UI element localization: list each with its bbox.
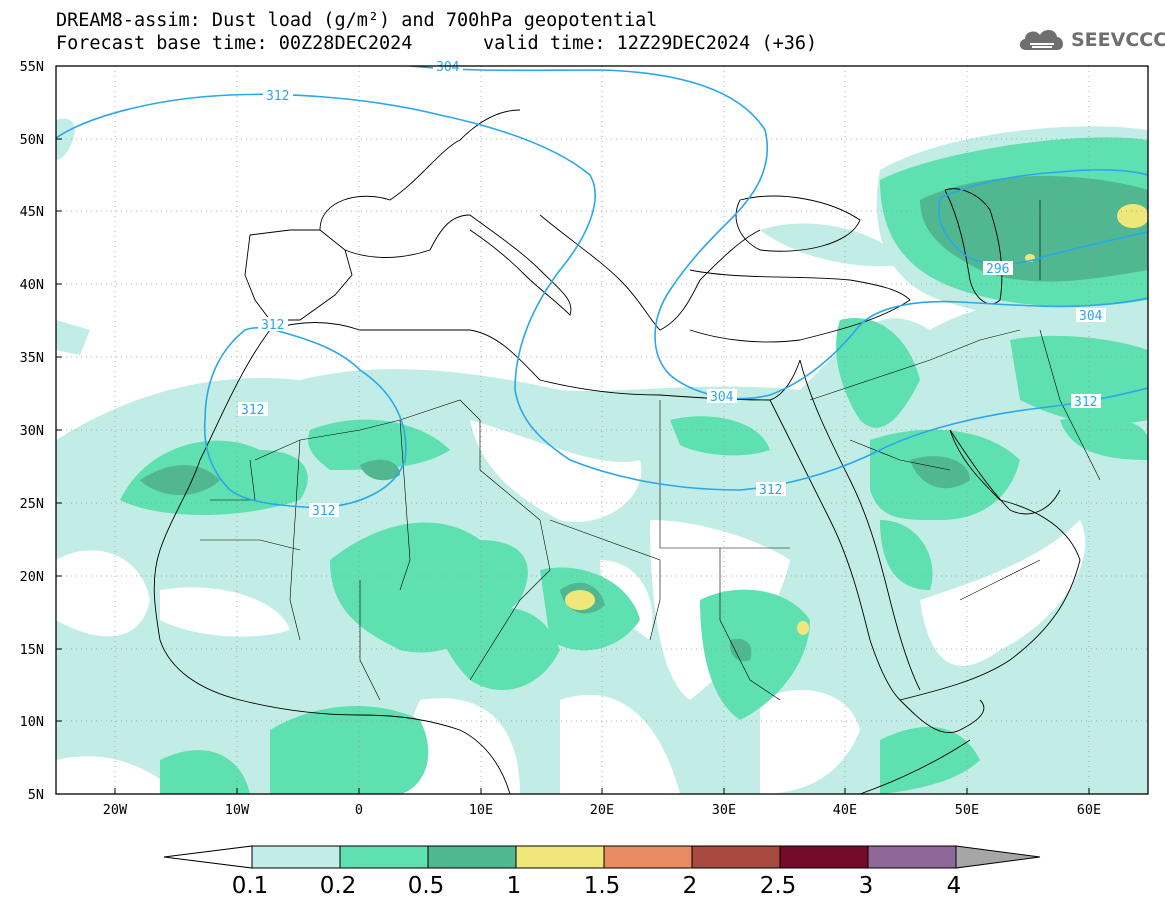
contour-label: 304 [710, 390, 734, 405]
valid-time: valid time: 12Z29DEC2024 (+36) [483, 33, 818, 54]
lat-label: 40N [20, 277, 44, 293]
lat-label: 15N [20, 642, 44, 658]
colorbar-bin [603, 845, 693, 869]
contour-label: 312 [261, 318, 284, 333]
lat-label: 45N [20, 204, 44, 220]
colorbar-label: 2.5 [760, 873, 797, 899]
lon-label: 10W [225, 802, 250, 818]
colorbar-bin [427, 845, 517, 869]
colorbar-label: 3 [859, 873, 874, 899]
colorbar: 0.1 0.2 0.5 1 1.5 2 2.5 3 4 [163, 845, 1041, 899]
gridlines [56, 66, 1148, 794]
colorbar-bin [515, 845, 605, 869]
lon-label: 30E [712, 802, 736, 818]
longitude-labels: 20W 10W 0 10E 20E 30E 40E 50E 60E [103, 802, 1101, 818]
lat-label: 20N [20, 569, 44, 585]
contour-label: 312 [1074, 395, 1097, 410]
lon-label: 0 [355, 802, 363, 818]
colorbar-label: 0.2 [320, 873, 357, 899]
lon-label: 60E [1077, 802, 1101, 818]
colorbar-label: 1 [507, 873, 522, 899]
contour-label: 312 [266, 89, 289, 104]
lon-label: 20E [590, 802, 614, 818]
lat-label: 10N [20, 714, 44, 730]
lon-label: 50E [955, 802, 979, 818]
colorbar-label: 0.5 [408, 873, 445, 899]
forecast-base-time: Forecast base time: 00Z28DEC2024 [56, 33, 413, 54]
contour-labels: 312 304 312 312 312 304 304 312 296 312 [238, 60, 1106, 519]
lon-label: 10E [469, 802, 493, 818]
contour-label: 312 [312, 504, 335, 519]
colorbar-bin [867, 845, 957, 869]
colorbar-bin [779, 845, 869, 869]
colorbar-bin [339, 845, 429, 869]
dust-layer-peak [565, 204, 1148, 635]
logo-text: SEEVCCC [1071, 29, 1165, 51]
country-borders [200, 200, 1101, 701]
contour-label: 312 [241, 403, 264, 418]
lat-label: 5N [28, 787, 44, 803]
lat-label: 55N [20, 59, 44, 75]
axis-ticks [56, 65, 1090, 794]
colorbar-labels: 0.1 0.2 0.5 1 1.5 2 2.5 3 4 [232, 873, 962, 899]
cloud-icon [1019, 29, 1064, 50]
lat-label: 30N [20, 423, 44, 439]
map-title: DREAM8-assim: Dust load (g/m²) and 700hP… [56, 10, 658, 31]
colorbar-label: 4 [947, 873, 962, 899]
contour-label: 312 [759, 483, 782, 498]
dust-field [56, 118, 1148, 794]
geopotential-contours [56, 66, 1148, 509]
contour-label: 296 [986, 262, 1009, 277]
seevccc-logo: SEEVCCC [1016, 24, 1165, 60]
colorbar-label: 0.1 [232, 873, 269, 899]
colorbar-bin [251, 845, 341, 869]
latitude-labels: 55N 50N 45N 40N 35N 30N 25N 20N 15N 10N … [20, 59, 44, 803]
contour-label: 304 [436, 60, 460, 75]
colorbar-min-arrow [163, 845, 253, 869]
lon-label: 40E [833, 802, 857, 818]
lat-label: 35N [20, 350, 44, 366]
colorbar-max-arrow [955, 845, 1041, 869]
lat-label: 50N [20, 132, 44, 148]
colorbar-label: 2 [683, 873, 698, 899]
contour-label: 304 [1079, 309, 1103, 324]
lat-label: 25N [20, 496, 44, 512]
lon-label: 20W [103, 802, 128, 818]
colorbar-bin [691, 845, 781, 869]
colorbar-label: 1.5 [584, 873, 621, 899]
